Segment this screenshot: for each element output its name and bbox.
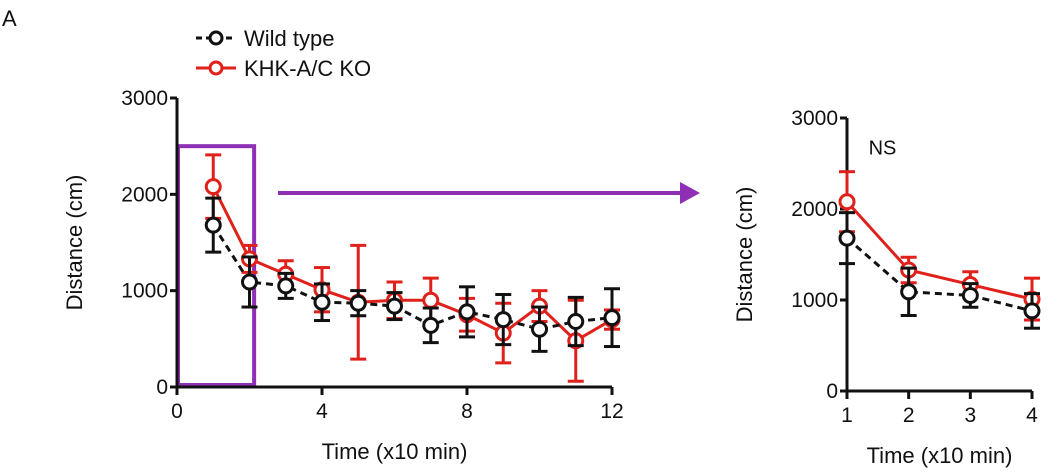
x-tick-label: 4 xyxy=(1026,404,1038,427)
legend-label: KHK-A/C KO xyxy=(244,56,371,81)
series-line xyxy=(211,185,613,343)
data-point xyxy=(838,193,856,211)
data-point xyxy=(241,273,258,291)
data-point xyxy=(422,316,440,334)
data-point xyxy=(422,291,440,309)
data-point xyxy=(1023,302,1041,320)
series-line xyxy=(211,224,613,331)
x-tick-label: 0 xyxy=(171,400,183,423)
data-point xyxy=(961,286,979,304)
legend-item-wild-type: Wild type xyxy=(196,26,334,51)
y-axis-label: Distance (cm) xyxy=(62,175,87,311)
y-tick-label: 1000 xyxy=(121,280,168,303)
data-point xyxy=(386,297,403,315)
y-tick-label: 3000 xyxy=(791,107,838,130)
data-point xyxy=(277,277,295,295)
y-tick-label: 3000 xyxy=(121,87,168,110)
legend: Wild type KHK-A/C KO xyxy=(196,26,371,81)
y-axis-label: Distance (cm) xyxy=(732,187,757,323)
x-axis-label: Time (x10 min) xyxy=(322,439,468,464)
annotation-ns: NS xyxy=(869,137,897,159)
data-point xyxy=(838,229,856,247)
data-point xyxy=(567,312,585,330)
legend-label: Wild type xyxy=(244,26,334,51)
x-axis-label: Time (x10 min) xyxy=(867,443,1013,468)
y-tick-label: 0 xyxy=(826,380,838,403)
series-line xyxy=(845,200,1033,301)
panel-label: A xyxy=(2,6,17,31)
legend-item-ko: KHK-A/C KO xyxy=(196,56,371,81)
data-point xyxy=(204,216,222,234)
series-line xyxy=(846,236,1033,313)
x-tick-label: 2 xyxy=(903,404,915,427)
data-point xyxy=(349,294,367,312)
y-tick-label: 2000 xyxy=(791,198,838,221)
x-tick-label: 1 xyxy=(841,404,853,427)
data-point xyxy=(313,293,331,311)
data-point xyxy=(458,303,476,321)
series-ko xyxy=(204,153,621,383)
y-tick-label: 0 xyxy=(156,376,168,399)
series-wild-type xyxy=(838,211,1041,330)
series-wild-type xyxy=(204,196,621,353)
y-tick-label: 1000 xyxy=(791,289,838,312)
data-point xyxy=(531,320,548,338)
inset-chart: 0 1000 2000 3000 1 2 3 4 Time (x10 min) Distance … xyxy=(732,107,1041,468)
x-tick-label: 4 xyxy=(316,400,328,423)
main-chart: 0 1000 2000 3000 0 4 8 12 Time (x10 min) Distance… xyxy=(62,87,624,464)
data-point xyxy=(204,178,222,196)
x-tick-label: 8 xyxy=(461,400,473,423)
data-point xyxy=(603,309,621,327)
y-tick-label: 2000 xyxy=(121,183,168,206)
data-point xyxy=(900,283,918,301)
x-tick-label: 3 xyxy=(964,404,976,427)
zoom-arrow xyxy=(278,182,700,204)
data-point xyxy=(494,311,512,329)
series-ko xyxy=(838,170,1041,322)
x-tick-label: 12 xyxy=(600,400,623,423)
